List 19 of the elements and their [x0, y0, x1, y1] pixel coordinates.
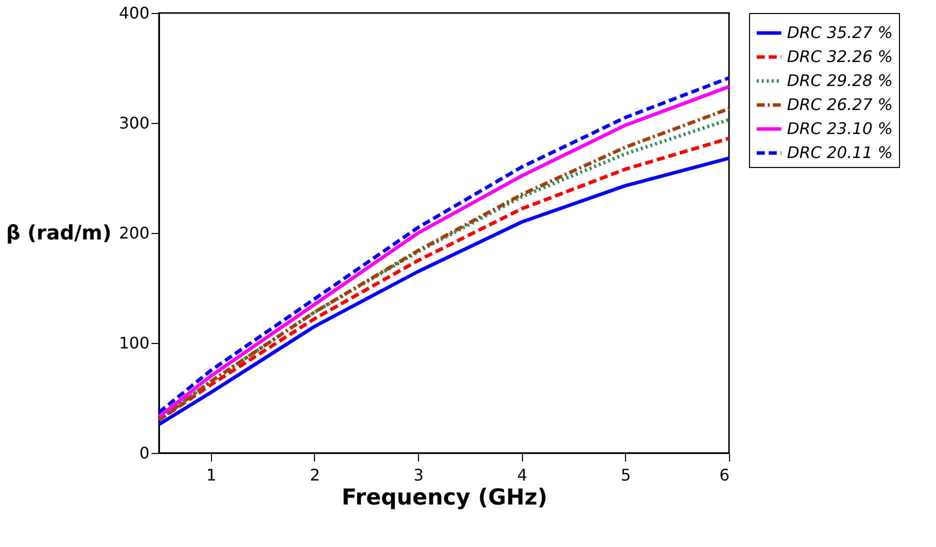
legend-label: DRC 35.27 %	[787, 23, 893, 42]
x-tick-label: 4	[517, 466, 528, 484]
y-tick-label: 0	[139, 444, 150, 462]
y-tick-label: 300	[118, 114, 150, 132]
x-axis-title: Frequency (GHz)	[342, 486, 548, 510]
legend-label: DRC 32.26 %	[787, 47, 893, 66]
y-tick-label: 100	[118, 334, 150, 352]
legend-label: DRC 23.10 %	[787, 119, 893, 138]
x-tick-label: 6	[719, 466, 730, 484]
y-tick-label: 400	[118, 4, 150, 22]
y-tick-label: 200	[118, 224, 150, 242]
x-tick-label: 5	[620, 466, 631, 484]
y-axis-title: β (rad/m)	[6, 220, 112, 244]
legend-label: DRC 26.27 %	[787, 95, 893, 114]
x-tick-label: 3	[413, 466, 424, 484]
x-tick-label: 1	[206, 466, 216, 484]
legend-label: DRC 20.11 %	[787, 143, 893, 162]
legend-label: DRC 29.28 %	[787, 71, 893, 90]
x-tick-label: 2	[310, 466, 320, 484]
